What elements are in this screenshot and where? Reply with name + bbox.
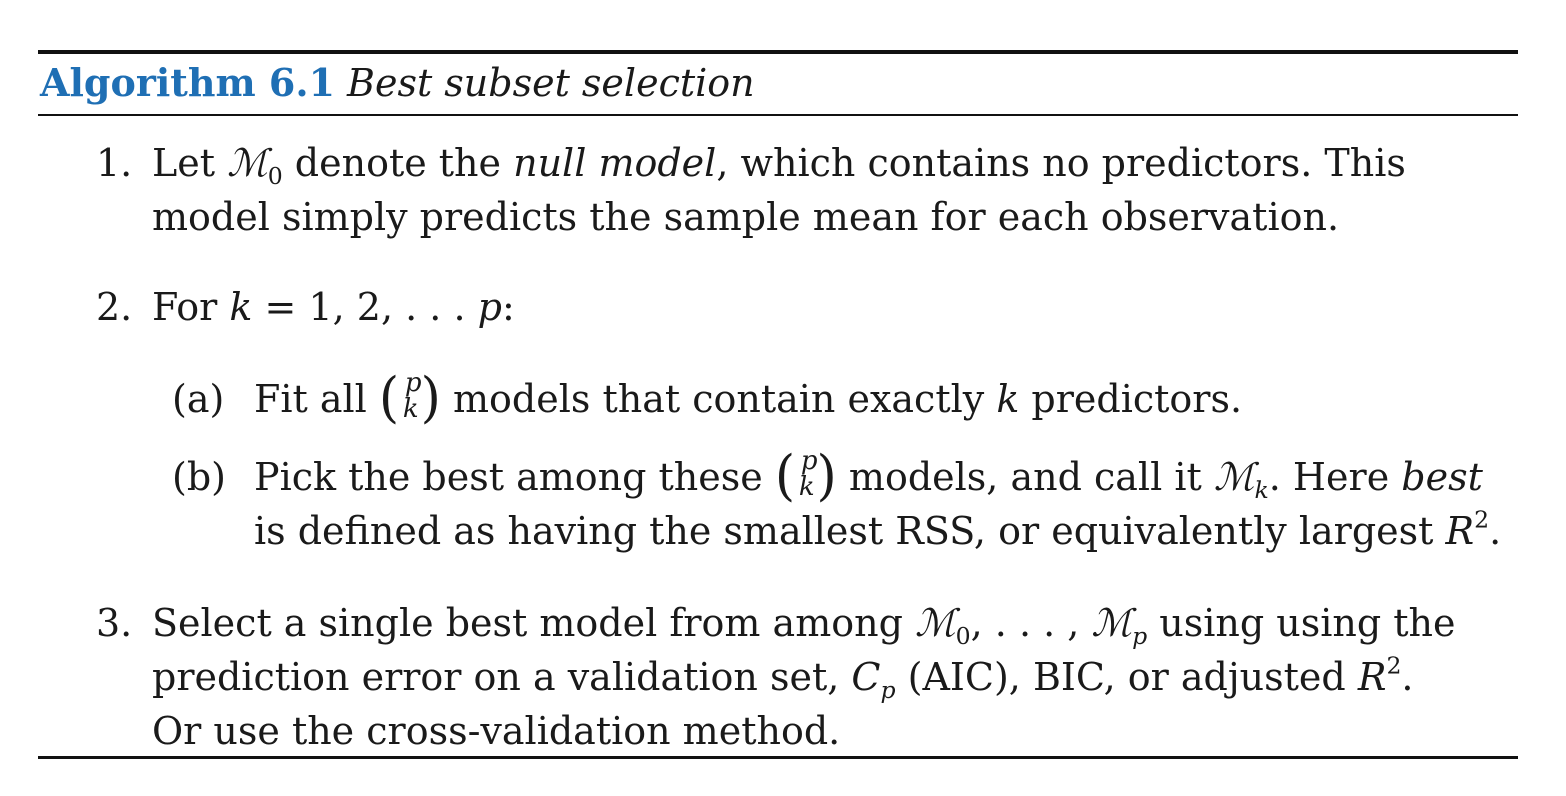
algorithm-label: Algorithm 6.1 (40, 60, 336, 105)
binomial-p-choose-k: (p k) (378, 366, 441, 430)
top-rule (38, 50, 1518, 54)
substep-a-line: Fit all (p k) models that contain exactly… (254, 366, 1243, 430)
substep-a-label: (a) (172, 377, 225, 421)
caption-rule (38, 114, 1518, 116)
step-1-line-1: Let ℳ0 denote the null model, which cont… (152, 141, 1406, 191)
step-3-line-3: Or use the cross-validation method. (152, 709, 841, 753)
binomial-p-choose-k: (p k) (774, 444, 837, 508)
substep-b-label: (b) (172, 455, 226, 499)
bottom-rule (38, 756, 1518, 759)
step-1-line-2: model simply predicts the sample mean fo… (152, 195, 1340, 239)
substep-b-line-1: Pick the best among these (p k) models, a… (254, 444, 1483, 508)
step-2-number: 2. (96, 285, 133, 329)
step-3-line-1: Select a single best model from among ℳ0… (152, 601, 1456, 651)
null-model-term: null model (513, 141, 717, 185)
algorithm-caption: Algorithm 6.1 Best subset selection (40, 58, 755, 108)
best-term: best (1401, 455, 1483, 499)
step-3-line-2: prediction error on a validation set, Cp… (152, 651, 1414, 705)
substep-b-line-2: is defined as having the smallest RSS, o… (254, 505, 1502, 553)
step-3-number: 3. (96, 601, 133, 645)
algorithm-title: Best subset selection (347, 61, 755, 105)
step-2-line: For k = 1, 2, . . . p: (152, 285, 515, 329)
step-1-number: 1. (96, 141, 133, 185)
model-symbol: ℳ (227, 141, 268, 185)
